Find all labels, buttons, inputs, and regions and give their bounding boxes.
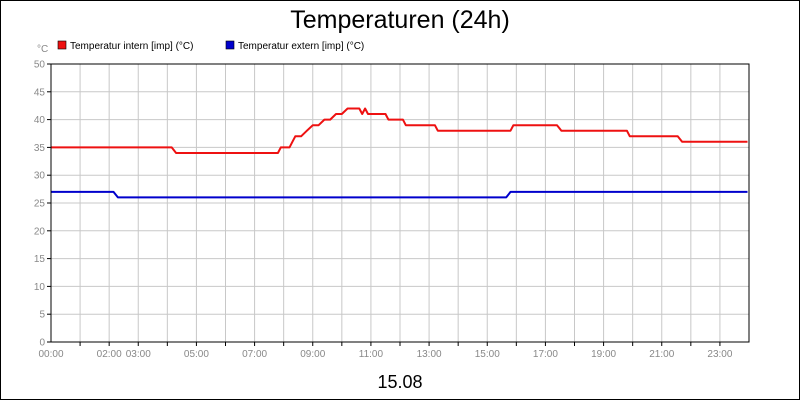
y-tick-label: 40 xyxy=(34,115,46,126)
plot-area-frame xyxy=(50,63,750,343)
legend-label-intern: Temperatur intern [imp] (°C) xyxy=(70,41,193,52)
y-tick-label: 15 xyxy=(34,254,46,265)
y-tick-label: 35 xyxy=(34,143,46,154)
legend-swatch-intern xyxy=(57,40,67,50)
y-tick-label: 50 xyxy=(34,60,46,71)
series-line-intern xyxy=(51,107,748,154)
x-tick-label: 15:00 xyxy=(475,349,500,360)
y-tick-label: 25 xyxy=(34,199,46,210)
x-tick-label: 02:00 xyxy=(97,349,122,360)
legend-swatch-extern xyxy=(225,40,235,50)
series-line-extern xyxy=(51,190,748,199)
grid-lines xyxy=(51,63,749,343)
y-tick-label: 10 xyxy=(34,282,46,293)
y-tick-label: 45 xyxy=(34,87,46,98)
x-tick-label: 19:00 xyxy=(591,349,616,360)
x-tick-label: 03:00 xyxy=(126,349,151,360)
y-tick-label: 5 xyxy=(39,310,45,321)
x-tick-label: 17:00 xyxy=(533,349,558,360)
x-tick-label: 21:00 xyxy=(649,349,674,360)
x-tick-label: 13:00 xyxy=(417,349,442,360)
date-label: 15.08 xyxy=(377,372,422,392)
x-axis-ticks: 00:00 02:00 03:00 05:00 07:00 09:00 11:00 13:00… xyxy=(38,342,733,360)
legend: Temperatur intern [imp] (°C) Temperatur … xyxy=(57,40,364,52)
x-tick-label: 05:00 xyxy=(184,349,209,360)
x-tick-label: 00:00 xyxy=(38,349,63,360)
x-tick-label: 07:00 xyxy=(242,349,267,360)
data-series xyxy=(51,107,748,199)
y-tick-label: 30 xyxy=(34,171,46,182)
y-axis-unit-label: °C xyxy=(37,44,48,55)
x-tick-label: 11:00 xyxy=(359,349,384,360)
y-tick-label: 0 xyxy=(39,338,45,349)
y-axis-ticks: 0 5 10 15 20 25 30 35 40 45 50 xyxy=(34,60,51,349)
x-tick-label: 09:00 xyxy=(300,349,325,360)
chart-title: Temperaturen (24h) xyxy=(290,6,510,34)
x-tick-label: 23:00 xyxy=(707,349,732,360)
y-tick-label: 20 xyxy=(34,226,46,237)
legend-label-extern: Temperatur extern [imp] (°C) xyxy=(238,41,364,52)
